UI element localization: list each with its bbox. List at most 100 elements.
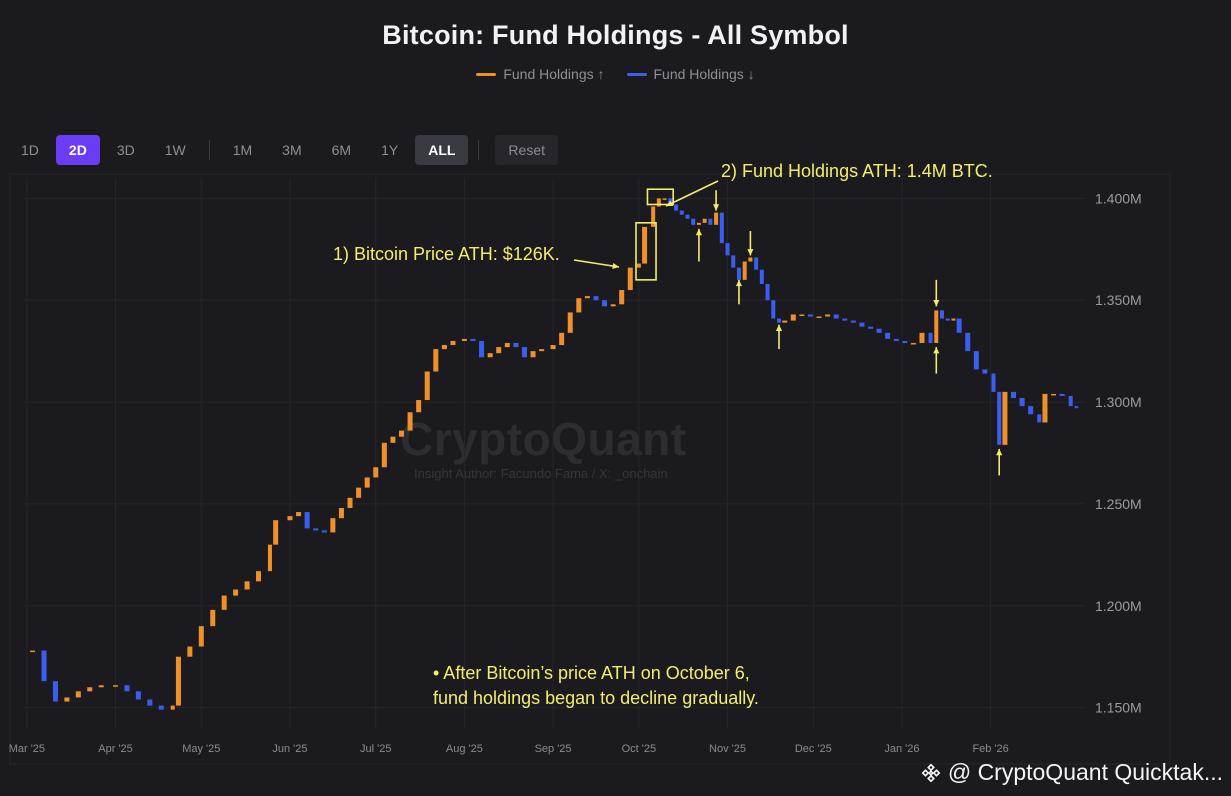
x-tick-label: May '25 bbox=[182, 743, 220, 755]
candle-up bbox=[550, 345, 556, 350]
candle-up bbox=[373, 467, 379, 478]
source-text: @ CryptoQuant Quicktak... bbox=[947, 759, 1223, 785]
candle-up bbox=[267, 544, 272, 572]
range-2d-button[interactable]: 2D bbox=[55, 135, 100, 165]
candle-down bbox=[940, 310, 945, 319]
candle-up bbox=[244, 581, 250, 590]
range-1d-button[interactable]: 1D bbox=[21, 142, 39, 158]
range-1m-button[interactable]: 1M bbox=[232, 142, 253, 158]
x-tick-label: Jun '25 bbox=[272, 743, 307, 755]
candle-down bbox=[893, 338, 899, 341]
candle-down bbox=[885, 332, 891, 339]
candle-up bbox=[330, 518, 336, 533]
arrow-shaft bbox=[573, 259, 620, 268]
y-tick-label: 1.200M bbox=[1095, 598, 1142, 614]
candle-up bbox=[496, 347, 502, 354]
candle-down bbox=[833, 314, 839, 319]
candle-up bbox=[584, 296, 590, 299]
reset-button[interactable]: Reset bbox=[495, 135, 558, 165]
candle-up bbox=[187, 646, 193, 657]
price-ath-box bbox=[635, 222, 657, 281]
candle-down bbox=[997, 391, 1002, 445]
annotation-note-line2: fund holdings began to decline gradually… bbox=[433, 688, 759, 708]
y-tick-label: 1.350M bbox=[1095, 292, 1142, 308]
candle-up bbox=[816, 316, 822, 319]
candle-down bbox=[479, 340, 485, 358]
candle-down bbox=[902, 340, 908, 343]
binance-icon bbox=[921, 763, 941, 782]
candle-up bbox=[748, 257, 753, 262]
candle-up bbox=[696, 222, 701, 225]
arrow-head bbox=[735, 279, 743, 287]
candle-up bbox=[433, 349, 439, 372]
candle-up bbox=[347, 497, 353, 508]
candle-up bbox=[619, 290, 625, 305]
holdings-ath-box bbox=[646, 188, 674, 206]
candle-up bbox=[919, 332, 925, 343]
candle-up bbox=[576, 298, 582, 313]
candle-up bbox=[1002, 391, 1008, 445]
range-1w-button[interactable]: 1W bbox=[164, 142, 186, 158]
candle-down bbox=[973, 351, 979, 370]
candle-up bbox=[273, 520, 279, 545]
candle-up bbox=[416, 400, 422, 413]
legend-item-down[interactable]: Fund Holdings ↓ bbox=[626, 66, 755, 82]
candle-down bbox=[725, 243, 730, 256]
marker-arrow-down bbox=[933, 279, 940, 307]
candle-up bbox=[567, 312, 573, 333]
range-all-button[interactable]: ALL bbox=[415, 135, 469, 165]
candle-down bbox=[719, 212, 724, 244]
candle-up bbox=[790, 314, 796, 321]
candle-down bbox=[765, 283, 770, 301]
candle-down bbox=[41, 650, 47, 682]
annotation-note: • After Bitcoin’s price ATH on October 6… bbox=[433, 661, 759, 711]
candle-up bbox=[87, 687, 93, 692]
candle-down bbox=[147, 699, 153, 706]
candle-down bbox=[679, 210, 684, 215]
arrow-head bbox=[775, 324, 783, 331]
range-6m-button[interactable]: 6M bbox=[331, 142, 352, 158]
candle-up bbox=[338, 508, 344, 519]
legend-label-up: Fund Holdings ↑ bbox=[503, 66, 605, 82]
time-range-selector: 1D 2D 3D 1W 1M 3M 6M 1Y ALL Reset bbox=[8, 135, 562, 165]
range-3d-button[interactable]: 3D bbox=[116, 142, 135, 158]
candle-up bbox=[287, 516, 293, 521]
candle-down bbox=[945, 318, 950, 321]
x-tick-label: Dec '25 bbox=[795, 743, 832, 755]
annotation-price-ath: 1) Bitcoin Price ATH: $126K. bbox=[333, 244, 560, 264]
candle-up bbox=[364, 477, 370, 488]
candle-up bbox=[636, 263, 641, 268]
candle-up bbox=[381, 442, 387, 468]
candle-up bbox=[441, 345, 447, 350]
candle-up bbox=[64, 697, 70, 702]
annotation-holdings-ath: 2) Fund Holdings ATH: 1.4M BTC. bbox=[721, 161, 993, 181]
candle-down bbox=[754, 257, 759, 270]
arrow-head bbox=[612, 263, 619, 270]
candle-down bbox=[965, 332, 971, 352]
y-tick-label: 1.300M bbox=[1095, 394, 1142, 410]
x-tick-label: Jan '26 bbox=[884, 743, 919, 755]
arrow-head bbox=[996, 448, 1003, 456]
x-tick-label: Feb '26 bbox=[972, 743, 1008, 755]
candle-down bbox=[304, 512, 310, 529]
candle-down bbox=[521, 347, 527, 358]
candle-down bbox=[736, 267, 741, 280]
candle-down bbox=[313, 528, 319, 531]
candle-up bbox=[702, 218, 707, 223]
candle-up bbox=[934, 310, 939, 343]
y-tick-label: 1.150M bbox=[1095, 700, 1142, 716]
candle-down bbox=[593, 296, 599, 301]
candle-down bbox=[807, 314, 813, 317]
x-tick-label: Sep '25 bbox=[535, 743, 572, 755]
range-1y-button[interactable]: 1Y bbox=[381, 142, 399, 158]
range-divider-2 bbox=[478, 140, 480, 160]
legend-swatch-down bbox=[626, 72, 647, 76]
candle-down bbox=[685, 214, 690, 219]
candle-down bbox=[1074, 406, 1079, 409]
range-3m-button[interactable]: 3M bbox=[282, 142, 302, 158]
candle-down bbox=[513, 343, 519, 348]
legend-item-up[interactable]: Fund Holdings ↑ bbox=[476, 66, 605, 82]
candle-up bbox=[30, 650, 36, 653]
candle-up bbox=[296, 512, 302, 517]
